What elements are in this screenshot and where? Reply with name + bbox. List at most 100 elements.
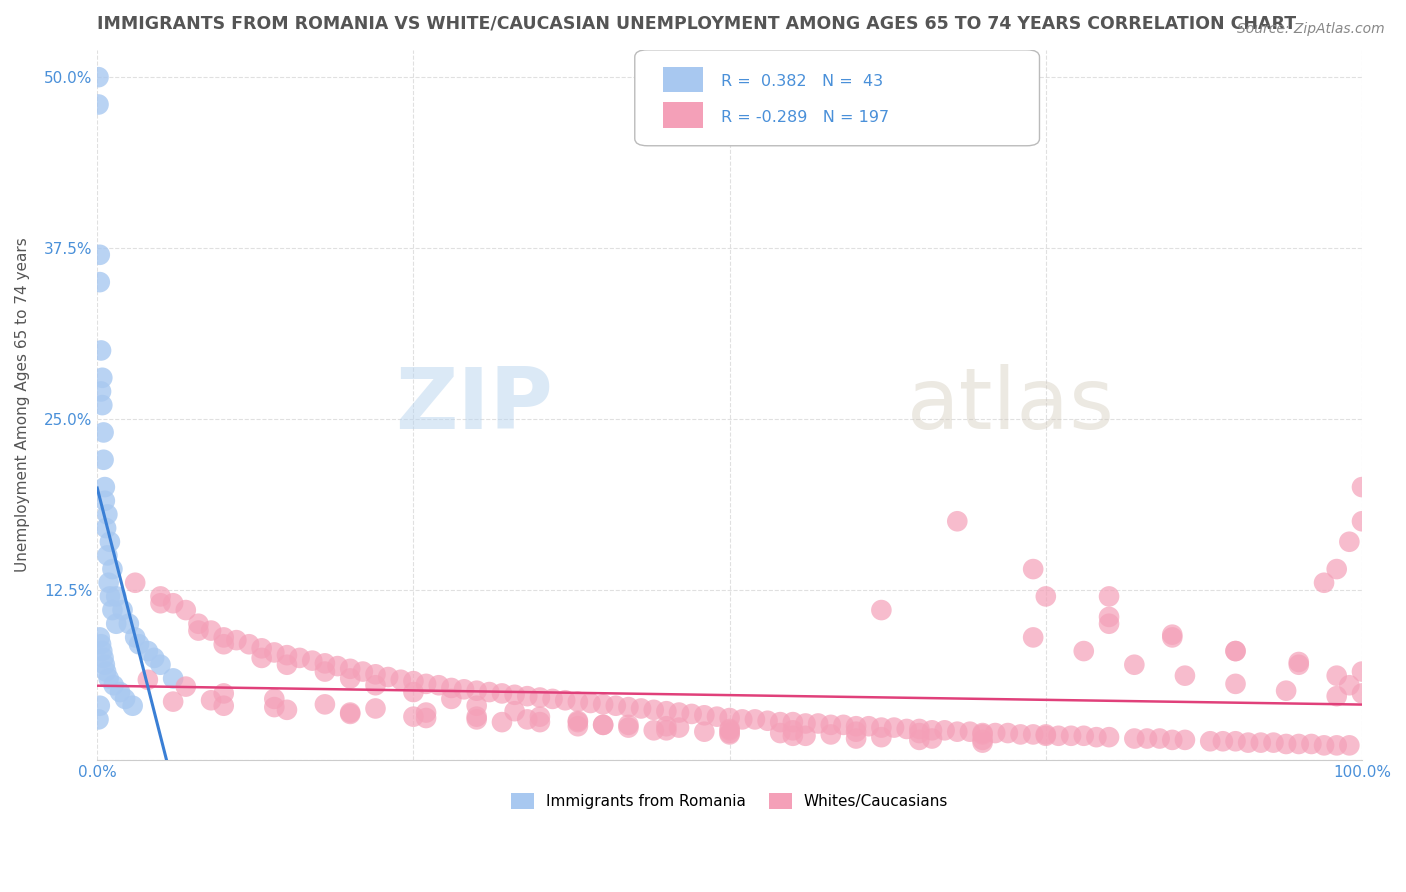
Point	[1351, 514, 1374, 528]
Point	[1010, 727, 1032, 741]
Point	[643, 723, 665, 738]
Point	[339, 706, 361, 721]
Point	[101, 603, 124, 617]
Point	[1098, 730, 1121, 744]
Point	[491, 715, 513, 730]
Point	[617, 721, 640, 735]
Point	[263, 645, 285, 659]
Point	[187, 624, 209, 638]
Point	[174, 680, 197, 694]
Point	[870, 603, 893, 617]
Text: Source: ZipAtlas.com: Source: ZipAtlas.com	[1237, 22, 1385, 37]
Point	[706, 709, 728, 723]
Point	[1237, 736, 1260, 750]
Point	[250, 641, 273, 656]
Point	[516, 712, 538, 726]
Point	[972, 726, 994, 740]
Point	[339, 706, 361, 720]
Point	[718, 722, 741, 736]
Text: R =  0.382   N =  43: R = 0.382 N = 43	[721, 74, 883, 89]
Point	[1161, 732, 1184, 747]
Point	[93, 651, 115, 665]
Point	[946, 514, 969, 528]
Point	[121, 698, 143, 713]
Point	[1263, 736, 1285, 750]
Point	[1313, 739, 1336, 753]
Point	[908, 722, 931, 736]
Point	[96, 508, 118, 522]
Point	[997, 726, 1019, 740]
Point	[301, 654, 323, 668]
Point	[314, 698, 336, 712]
Point	[820, 718, 842, 732]
Point	[415, 706, 437, 720]
Point	[98, 534, 121, 549]
Point	[1098, 590, 1121, 604]
Point	[491, 686, 513, 700]
FancyBboxPatch shape	[662, 67, 703, 93]
Point	[605, 698, 627, 713]
Point	[503, 704, 526, 718]
Point	[314, 657, 336, 671]
Point	[883, 721, 905, 735]
Point	[465, 698, 488, 713]
Point	[1250, 736, 1272, 750]
Point	[87, 712, 110, 726]
Point	[162, 672, 184, 686]
Point	[592, 698, 614, 712]
Point	[769, 726, 792, 740]
Point	[718, 723, 741, 738]
Point	[554, 693, 576, 707]
Point	[908, 732, 931, 747]
Text: IMMIGRANTS FROM ROMANIA VS WHITE/CAUCASIAN UNEMPLOYMENT AMONG AGES 65 TO 74 YEAR: IMMIGRANTS FROM ROMANIA VS WHITE/CAUCASI…	[97, 15, 1296, 33]
Point	[630, 701, 652, 715]
Point	[655, 723, 678, 738]
Point	[1288, 657, 1310, 672]
Point	[111, 603, 134, 617]
Point	[1123, 731, 1146, 746]
Point	[1225, 644, 1247, 658]
Point	[377, 670, 399, 684]
Point	[567, 695, 589, 709]
Point	[118, 616, 141, 631]
Point	[516, 689, 538, 703]
Point	[136, 673, 159, 687]
Point	[870, 721, 893, 735]
Point	[288, 651, 311, 665]
Point	[124, 631, 146, 645]
Point	[162, 596, 184, 610]
FancyBboxPatch shape	[662, 103, 703, 128]
Point	[1339, 534, 1361, 549]
Point	[453, 682, 475, 697]
Point	[832, 718, 855, 732]
Point	[984, 726, 1007, 740]
Point	[820, 727, 842, 741]
Point	[1149, 731, 1171, 746]
Point	[1326, 689, 1348, 703]
Point	[389, 673, 412, 687]
Point	[1225, 677, 1247, 691]
Point	[136, 644, 159, 658]
Point	[415, 711, 437, 725]
Point	[263, 700, 285, 714]
FancyBboxPatch shape	[634, 50, 1039, 145]
Point	[1022, 631, 1045, 645]
Point	[149, 596, 172, 610]
Point	[782, 715, 804, 730]
Point	[946, 724, 969, 739]
Point	[238, 637, 260, 651]
Point	[1098, 610, 1121, 624]
Point	[91, 644, 114, 658]
Point	[276, 648, 298, 662]
Point	[718, 727, 741, 741]
Y-axis label: Unemployment Among Ages 65 to 74 years: Unemployment Among Ages 65 to 74 years	[15, 238, 30, 573]
Point	[1123, 657, 1146, 672]
Point	[1098, 616, 1121, 631]
Point	[529, 709, 551, 723]
Point	[427, 678, 450, 692]
Point	[440, 681, 463, 695]
Point	[93, 425, 115, 440]
Point	[90, 384, 112, 399]
Point	[655, 704, 678, 718]
Point	[276, 657, 298, 672]
